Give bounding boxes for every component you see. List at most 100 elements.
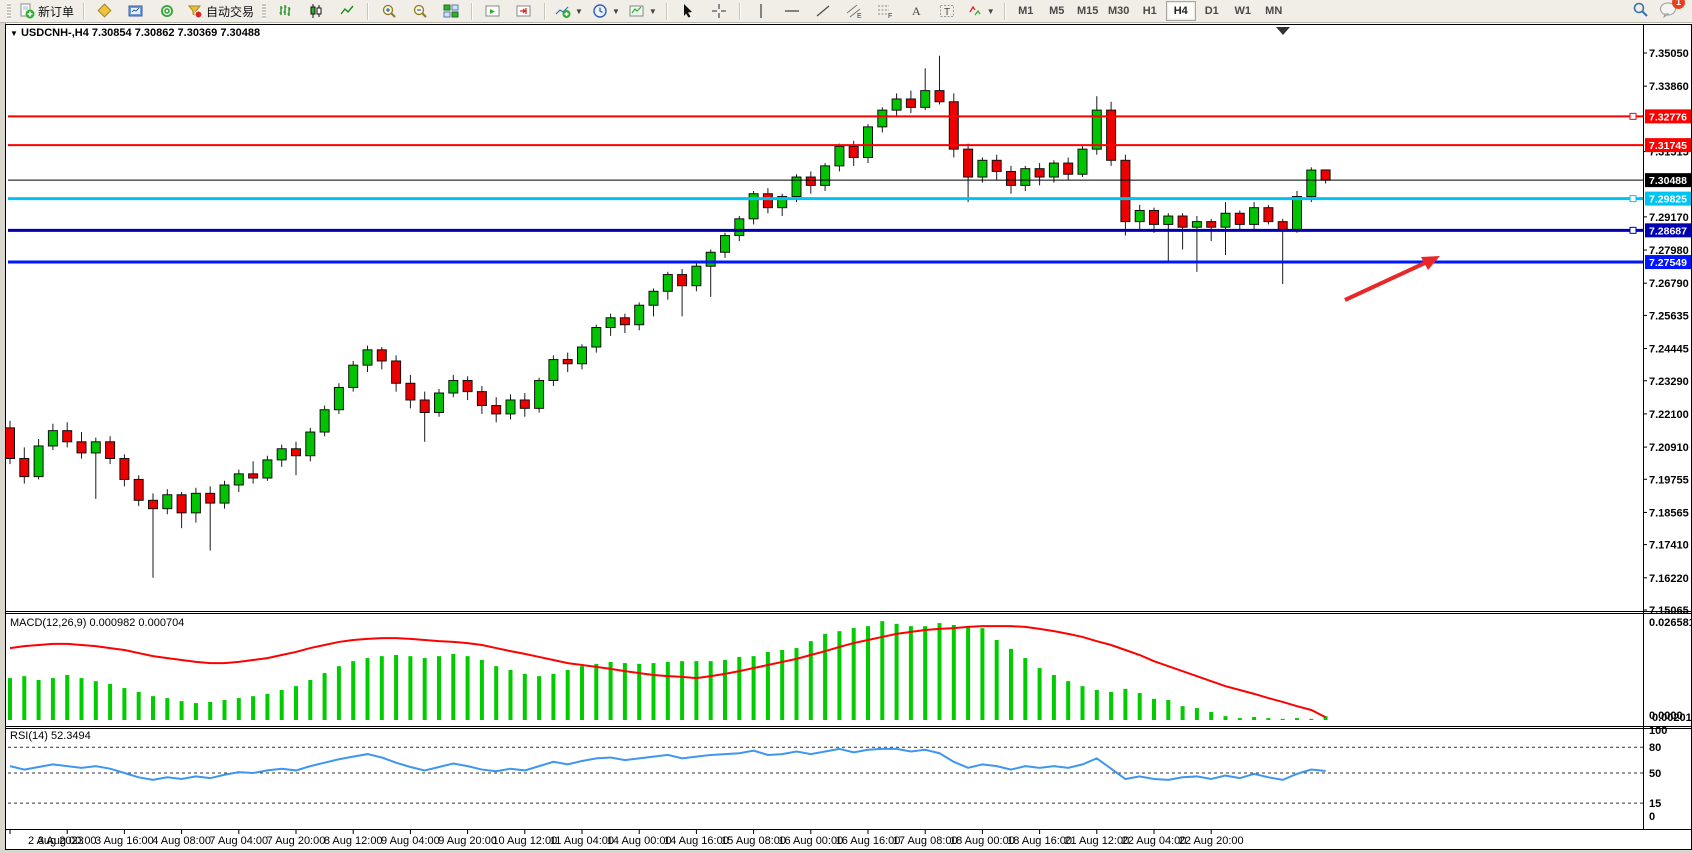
crosshair-tool-button[interactable] (704, 0, 734, 22)
candlestick-mode-button[interactable] (301, 0, 331, 22)
auto-scroll-button[interactable] (478, 0, 508, 22)
macd-histogram-bar (279, 690, 284, 720)
tf-m5-button[interactable]: M5 (1049, 5, 1065, 17)
indicators-button[interactable]: ▼ (551, 0, 587, 22)
candle-body (805, 176, 816, 186)
price-level-badge-label: 7.30488 (1649, 175, 1687, 187)
price-tick-label: 7.35050 (1649, 48, 1689, 60)
toolbar-grip[interactable] (262, 3, 267, 19)
dropdown-caret: ▼ (648, 6, 657, 16)
level-handle[interactable] (1629, 195, 1637, 203)
periods-button[interactable]: ▼ (588, 0, 624, 22)
time-tick-label: 14 Aug 16:00 (664, 835, 729, 847)
new-order-icon (19, 3, 35, 19)
macd-histogram-bar (451, 653, 456, 720)
price-tick-label: 7.26790 (1649, 278, 1689, 290)
macd-values: 0.000982 0.000704 (89, 617, 185, 629)
time-tick-label: 3 Aug 16:00 (95, 835, 154, 847)
price-level-badge (1645, 109, 1691, 124)
level-handle[interactable] (1629, 226, 1637, 234)
tf-mn-button[interactable]: MN (1265, 5, 1283, 17)
arrows-icon (967, 3, 983, 19)
zoom-out-icon (412, 3, 428, 19)
price-tick-label: 7.19755 (1649, 474, 1689, 486)
tf-h1-button[interactable]: H1 (1142, 5, 1157, 17)
macd-histogram-bar (1223, 716, 1228, 720)
fibonacci-tool-button[interactable]: F (870, 0, 900, 22)
text-icon: A (908, 3, 924, 19)
line-chart-mode-button[interactable] (332, 0, 362, 22)
candle-body (834, 145, 845, 167)
macd-histogram-bar (294, 686, 298, 720)
toolbar-grip[interactable] (7, 3, 11, 19)
candlestick-icon (308, 3, 324, 19)
notifications-button[interactable]: 1 (1659, 0, 1685, 21)
channel-tool-button[interactable]: E (839, 0, 869, 22)
candle-body (90, 441, 101, 454)
annotation-arrow-head[interactable] (1421, 256, 1440, 270)
price-level-badge-label: 7.29825 (1649, 194, 1687, 206)
tf-h4-button[interactable]: H4 (1165, 1, 1196, 21)
candle-body (434, 392, 444, 414)
time-tick-label: 21 Aug 12:00 (1064, 835, 1129, 847)
macd-histogram-bar (50, 678, 55, 720)
candle-body (19, 458, 30, 478)
zoom-out-button[interactable] (405, 0, 435, 22)
tf-m30-button[interactable]: M30 (1108, 5, 1130, 17)
text-label-tool-button[interactable]: T (932, 0, 962, 22)
metaeditor-button[interactable] (90, 0, 120, 22)
candle-body (1191, 221, 1202, 228)
price-tick-label: 7.15065 (1649, 605, 1689, 617)
dropdown-caret: ▼ (986, 6, 995, 16)
zoom-in-button[interactable] (374, 0, 404, 22)
candle-body (348, 364, 359, 388)
candle-body (848, 145, 859, 159)
level-handle[interactable] (1629, 112, 1637, 120)
macd-histogram-bar (665, 661, 670, 720)
vertical-line-tool-button[interactable] (746, 0, 776, 22)
search-button[interactable] (1632, 1, 1649, 21)
candle-body (934, 90, 945, 103)
tile-windows-button[interactable] (436, 0, 466, 22)
macd-histogram-bar (1009, 648, 1013, 720)
macd-histogram-bar (994, 640, 999, 720)
macd-histogram-bar (1237, 718, 1242, 720)
trendline-tool-button[interactable] (808, 0, 838, 22)
signals-button[interactable] (152, 0, 182, 22)
candle-body (176, 494, 187, 514)
macd-histogram-bar (465, 656, 470, 720)
text-tool-button[interactable]: A (901, 0, 931, 22)
tf-m15-button[interactable]: M15 (1077, 5, 1099, 17)
bar-chart-icon (277, 3, 293, 19)
arrows-tool-button[interactable]: ▼ (963, 0, 999, 22)
toolbar-separator (738, 2, 741, 20)
chart-shift-button[interactable] (509, 0, 539, 22)
auto-trading-icon (187, 3, 203, 19)
horizontal-line-tool-button[interactable] (777, 0, 807, 22)
new-order-label: 新订单 (38, 4, 75, 19)
auto-trading-button[interactable]: 自动交易 (183, 0, 258, 22)
new-order-button[interactable]: 新订单 (15, 0, 78, 22)
candle-body (1120, 159, 1131, 223)
chart-shift-marker[interactable] (1276, 27, 1290, 35)
candle-body (548, 359, 559, 381)
annotation-arrow-line[interactable] (1344, 260, 1428, 302)
macd-histogram-bar (394, 655, 399, 720)
tf-m1-button[interactable]: M1 (1018, 5, 1034, 17)
templates-button[interactable]: ▼ (625, 0, 661, 22)
time-tick-label: 22 Aug 20:00 (1179, 835, 1244, 847)
price-level-badge-label: 7.27549 (1649, 257, 1687, 269)
tf-d1-button[interactable]: D1 (1204, 5, 1219, 17)
candle-body (662, 274, 673, 292)
candle-body (1234, 212, 1245, 225)
terminal-button[interactable] (121, 0, 151, 22)
cursor-tool-button[interactable] (673, 0, 703, 22)
bar-chart-mode-button[interactable] (270, 0, 300, 22)
time-tick-label: 18 Aug 00:00 (950, 835, 1015, 847)
rsi-scale-label: 80 (1649, 742, 1661, 754)
macd-histogram-bar (894, 623, 899, 720)
tf-w1-button[interactable]: W1 (1234, 5, 1251, 17)
symbol-dropdown-arrow[interactable]: ▼ (10, 29, 18, 38)
time-tick-label: 14 Aug 00:00 (607, 835, 672, 847)
